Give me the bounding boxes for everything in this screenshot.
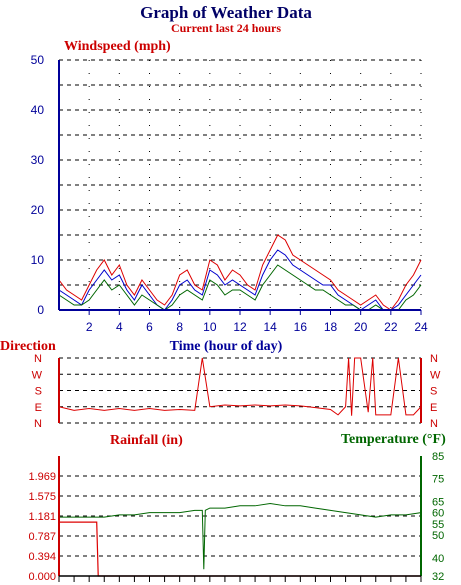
rainfall-label: Rainfall (in): [110, 433, 183, 448]
rainfall-x-ticks: [58, 576, 422, 582]
windspeed-x-tick-label: 16: [294, 320, 308, 334]
windspeed-x-tick-label: 18: [324, 320, 338, 334]
rainfall-y-tick-label: 0.787: [28, 531, 56, 543]
temperature-y-tick-label: 65: [432, 496, 444, 508]
windspeed-x-tick-label: 4: [116, 320, 123, 334]
rainfall-line: [59, 521, 421, 577]
direction-right-tick-label: N: [430, 353, 438, 365]
temperature-y-tick-label: 50: [432, 530, 444, 542]
direction-left-tick-label: N: [34, 418, 42, 430]
windspeed-x-tick-label: 6: [146, 320, 153, 334]
windspeed-x-tick-label: 14: [263, 320, 277, 334]
windspeed-x-tick-label: 8: [176, 320, 183, 334]
windspeed-x-tick-label: 2: [86, 320, 93, 334]
temperature-y-tick-label: 40: [432, 553, 444, 565]
windspeed-y-tick-label: 0: [37, 303, 44, 317]
rainfall-temperature-panel: Rainfall (in) Temperature (°F) 0.000 0.39…: [28, 432, 446, 583]
windspeed-y-tick-label: 30: [31, 153, 45, 167]
windspeed-x-tick-label: 22: [384, 320, 398, 334]
rainfall-y-ticks: 0.000 0.394 0.787 1.181 1.575 1.969: [28, 471, 56, 583]
windspeed-x-tick-label: 20: [354, 320, 368, 334]
direction-label: Direction: [0, 339, 56, 354]
windspeed-y-tick-label: 10: [31, 253, 45, 267]
temperature-y-tick-label: 60: [432, 508, 444, 520]
windspeed-red-line: [58, 234, 422, 311]
direction-left-tick-label: N: [34, 353, 42, 365]
windspeed-green-line: [58, 264, 422, 311]
windspeed-label: Windspeed (mph): [64, 39, 171, 54]
temperature-y-tick-label: 32: [432, 571, 444, 583]
rainfall-y-tick-label: 1.575: [28, 491, 56, 503]
direction-left-tick-label: S: [35, 386, 42, 398]
windspeed-x-tick-label: 10: [203, 320, 217, 334]
chart-title: Graph of Weather Data: [140, 3, 312, 22]
chart-subtitle: Current last 24 hours: [171, 21, 281, 35]
direction-right-tick-label: W: [430, 369, 441, 381]
windspeed-x-tick-label: 24: [414, 320, 428, 334]
windspeed-y-tick-label: 40: [31, 103, 45, 117]
windspeed-grid: [59, 59, 422, 310]
direction-left-tick-label: W: [32, 369, 43, 381]
direction-ticks: N NW WS SE EN N: [32, 353, 441, 430]
rainfall-y-tick-label: 0.394: [28, 551, 56, 563]
rainfall-y-tick-label: 1.181: [28, 511, 56, 523]
temperature-y-tick-label: 55: [432, 519, 444, 531]
temperature-y-tick-label: 75: [432, 474, 444, 486]
windspeed-series: [58, 234, 422, 311]
direction-series: [58, 357, 422, 416]
direction-right-tick-label: S: [430, 386, 437, 398]
direction-right-tick-label: N: [430, 418, 438, 430]
windspeed-y-ticks: 0 10 20 30 40 50: [31, 53, 45, 317]
windspeed-y-tick-label: 50: [31, 53, 45, 67]
direction-panel: Direction N NW WS SE EN N: [0, 339, 441, 430]
rainfall-temperature-series: [59, 503, 422, 577]
windspeed-x-tick-label: 12: [233, 320, 247, 334]
direction-left-tick-label: E: [35, 402, 42, 414]
windspeed-x-ticks: 2 4 6 8 10 12 14 16 18 20 22 24: [86, 310, 428, 334]
direction-line: [58, 357, 422, 416]
temperature-line: [59, 503, 422, 570]
time-axis-label: Time (hour of day): [170, 339, 283, 354]
direction-right-tick-label: E: [430, 402, 437, 414]
rainfall-y-tick-label: 1.969: [28, 471, 56, 483]
windspeed-y-tick-label: 20: [31, 203, 45, 217]
temperature-label: Temperature (°F): [341, 432, 446, 447]
direction-grid: [59, 357, 421, 424]
temperature-y-tick-label: 85: [432, 451, 444, 463]
rainfall-y-tick-label: 0.000: [28, 571, 56, 583]
